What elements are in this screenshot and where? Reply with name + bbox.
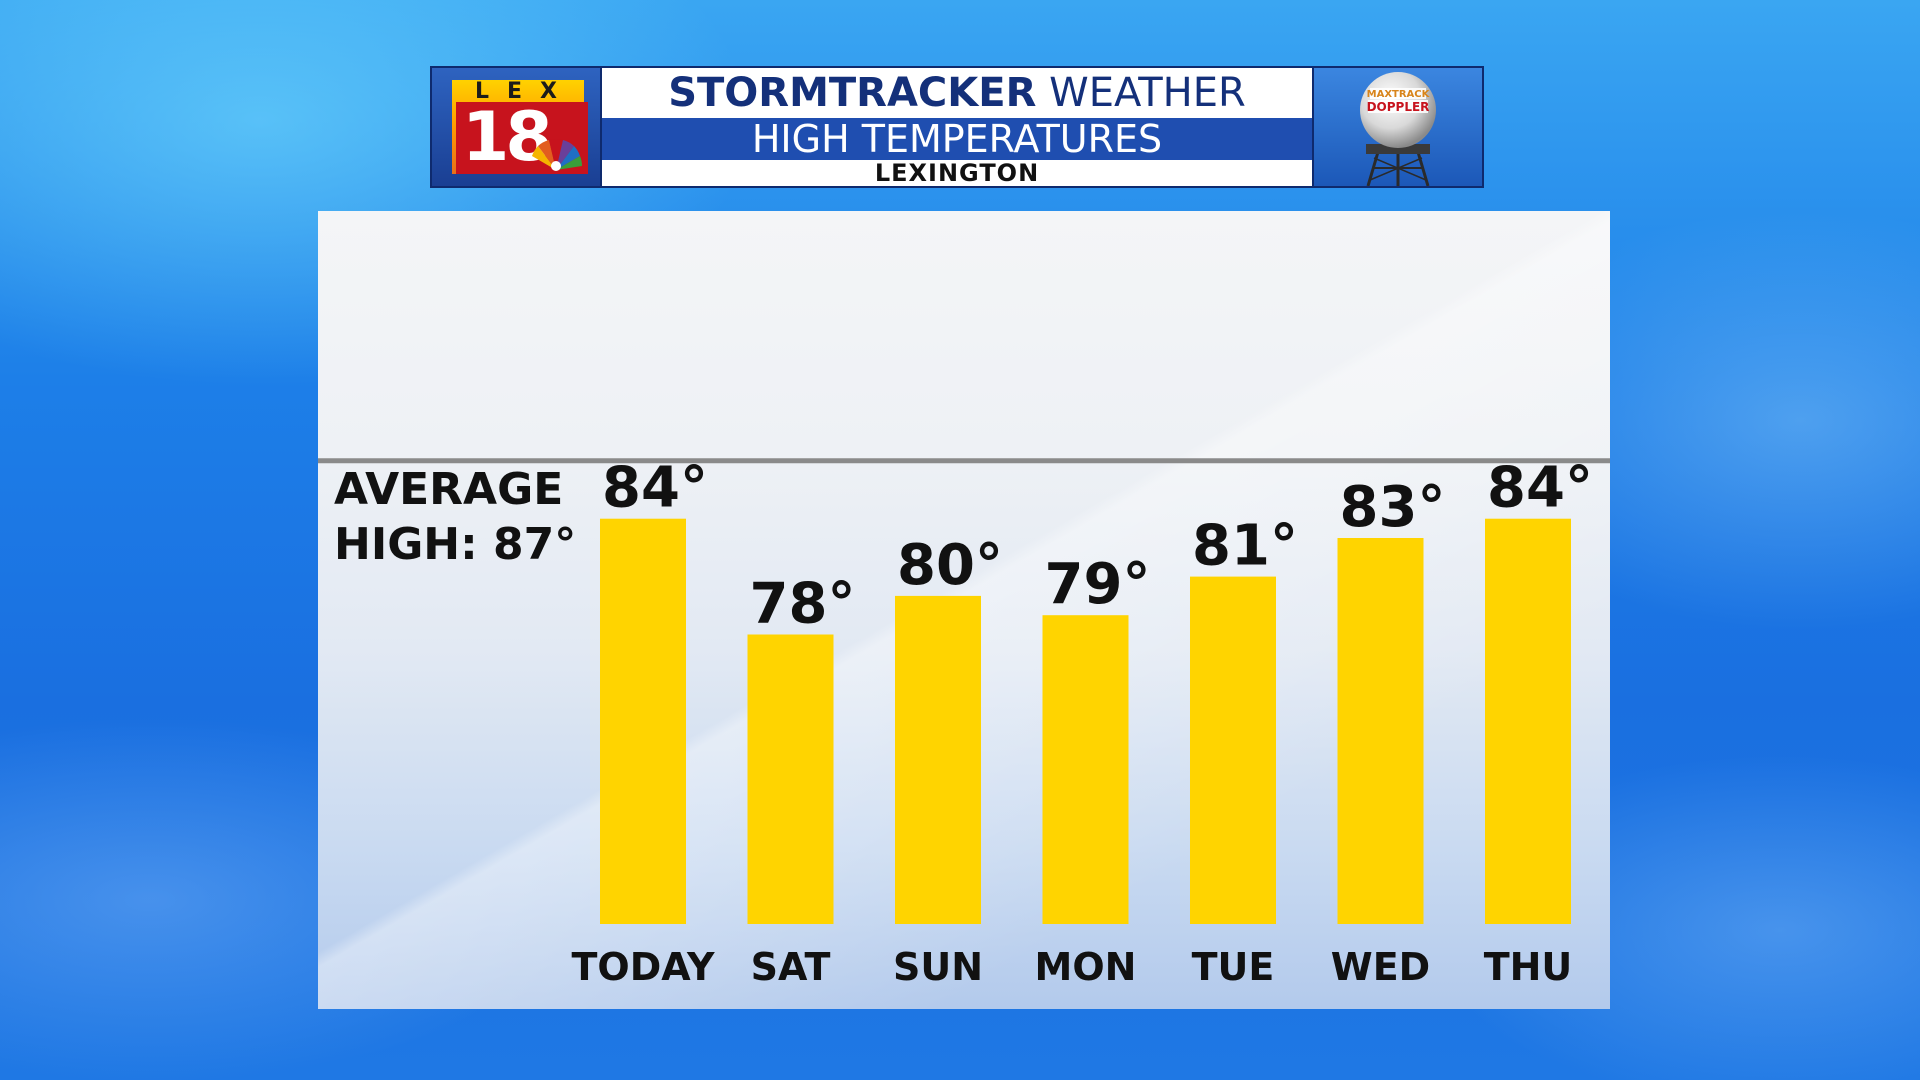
average-high-label-line2: HIGH: 87° <box>334 519 576 570</box>
value-label-sat: 78° <box>750 572 856 637</box>
value-label-thu: 84° <box>1487 456 1593 521</box>
chart-panel: AVERAGE HIGH: 87° 84° TODAY 78° SAT 80° SUN 79… <box>318 211 1610 1009</box>
average-high-label-line1: AVERAGE <box>334 464 563 515</box>
logo-badge: LEX 18 <box>452 79 588 174</box>
day-label-thu: THU <box>1484 945 1573 989</box>
station-logo: LEX 18 <box>430 66 602 188</box>
day-label-today: TODAY <box>571 945 715 989</box>
logo-letters: LEX <box>474 79 575 104</box>
bar-chart: AVERAGE HIGH: 87° 84° TODAY 78° SAT 80° SUN 79… <box>318 456 1610 989</box>
value-label-tue: 81° <box>1192 514 1298 579</box>
value-label-today: 84° <box>602 456 708 521</box>
bar-wed <box>1337 538 1424 924</box>
day-label-tue: TUE <box>1192 945 1275 989</box>
bar-sun <box>895 595 981 924</box>
title-block: STORMTRACKER WEATHER HIGH TEMPERATURES L… <box>602 66 1312 188</box>
doppler-text-bottom: DOPPLER <box>1367 100 1430 114</box>
bars-layer: 84° TODAY 78° SAT 80° SUN 79° MON 81° TUE 83° WED 84… <box>571 456 1593 989</box>
day-label-mon: MON <box>1035 945 1137 989</box>
program-title-bold: STORMTRACKER <box>668 70 1037 116</box>
location-label: LEXINGTON <box>874 159 1040 187</box>
doppler-text-top: MAXTRACK <box>1367 89 1431 100</box>
program-title-rest: WEATHER <box>1049 70 1246 116</box>
bar-mon <box>1042 615 1129 924</box>
bar-tue <box>1190 576 1276 924</box>
header-banner: LEX 18 STORMTRACKER <box>430 66 1484 188</box>
day-label-sun: SUN <box>893 945 983 989</box>
value-label-mon: 79° <box>1045 552 1151 617</box>
bar-sat <box>747 634 834 924</box>
radar-tower-icon: MAXTRACK DOPPLER <box>1360 72 1436 186</box>
peacock-icon <box>532 139 582 171</box>
chart-title: HIGH TEMPERATURES <box>602 118 1312 160</box>
value-label-sun: 80° <box>897 533 1003 598</box>
day-label-sat: SAT <box>751 945 831 989</box>
program-title: STORMTRACKER WEATHER <box>602 70 1312 116</box>
day-label-wed: WED <box>1331 945 1430 989</box>
bar-thu <box>1485 518 1571 924</box>
doppler-logo: MAXTRACK DOPPLER <box>1312 66 1484 188</box>
logo-number: 18 <box>456 102 588 174</box>
value-label-wed: 83° <box>1340 475 1446 540</box>
bar-today <box>600 518 686 924</box>
